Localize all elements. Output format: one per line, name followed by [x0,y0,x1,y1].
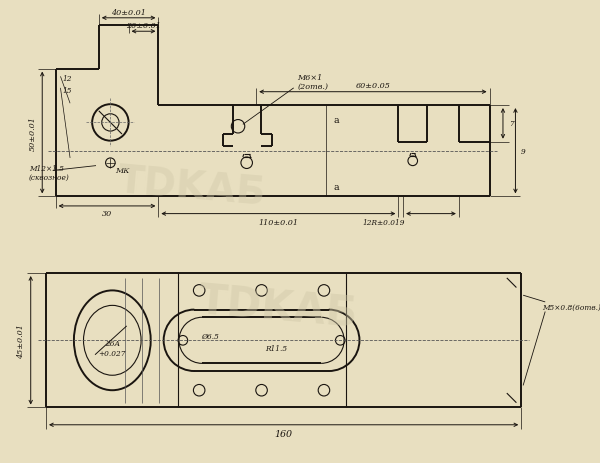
Text: ТDKАБ: ТDKАБ [197,279,359,335]
Text: М6×1
(2отв.): М6×1 (2отв.) [298,74,329,91]
Text: 9: 9 [521,147,526,156]
Text: 50±0.01: 50±0.01 [29,116,37,150]
Text: 45±0.01: 45±0.01 [17,323,25,358]
Text: 12: 12 [62,75,72,83]
Text: М5×0.8(6отв.): М5×0.8(6отв.) [542,303,600,311]
Text: a: a [333,183,339,192]
Text: M12×1.5
(сквозное): M12×1.5 (сквозное) [29,164,70,181]
Text: МК: МК [115,167,129,175]
Text: 60±0.05: 60±0.05 [355,82,391,90]
Text: 40±0.01: 40±0.01 [111,9,146,17]
Text: 160: 160 [275,429,293,438]
Text: Ø6.5: Ø6.5 [201,332,218,340]
Text: 20±0.01: 20±0.01 [126,22,161,31]
Text: R11.5: R11.5 [265,344,287,352]
Text: ТDKАБ: ТDKАБ [116,162,268,213]
Text: a: a [333,116,339,125]
Text: 26А
+0.027: 26А +0.027 [98,340,126,357]
Text: 12R±0.019: 12R±0.019 [362,219,405,227]
Text: 110±0.01: 110±0.01 [259,219,298,227]
Text: 7: 7 [509,120,514,128]
Text: 30: 30 [102,209,112,217]
Text: 15: 15 [62,87,72,94]
